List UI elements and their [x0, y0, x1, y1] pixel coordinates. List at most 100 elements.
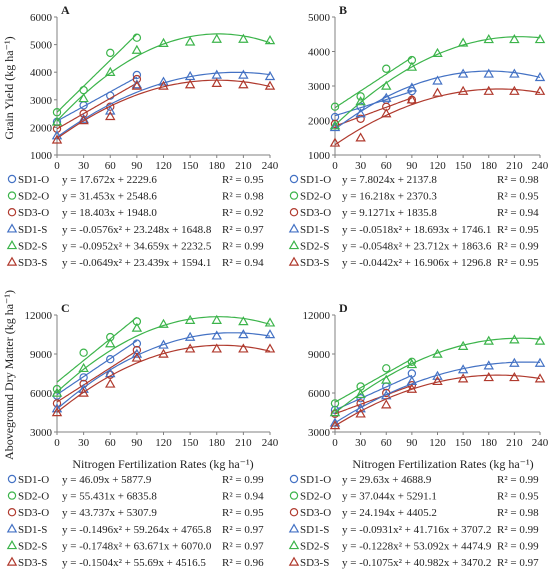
panel-b-x-tick-label: 180 — [481, 160, 498, 172]
panel-c-point-sd2-s — [131, 322, 143, 332]
panel-a-point-sd3-s — [78, 115, 89, 125]
panel-c-x-tick-label: 210 — [235, 437, 252, 449]
panel-d-fit-sd1-s — [334, 361, 541, 424]
panel-b-legend-r2-sd3-o: R² = 0.94 — [497, 207, 539, 219]
panel-a-fit-sd2-s — [56, 33, 271, 122]
panel-b-legend-r2-sd2-o: R² = 0.95 — [497, 191, 539, 203]
panel-b-legend-r2-sd3-s: R² = 0.95 — [497, 257, 539, 269]
panel-b-legend-eq-sd2-s: y = -0.0548x² + 23.712x + 1863.6 — [342, 240, 492, 252]
panel-b-x-tick-label: 210 — [506, 160, 523, 172]
panel-b-point-sd1-s — [457, 68, 469, 78]
panel-d-y-tick-label: 3000 — [308, 427, 331, 439]
panel-c-legend-r2-sd2-s: R² = 0.97 — [222, 540, 264, 552]
panel-a-point-sd3-s — [211, 77, 222, 87]
panel-c-point-sd1-s — [211, 330, 222, 340]
panel-a-x-tick-label: 210 — [235, 160, 252, 172]
panel-b-legend-r2-sd2-s: R² = 0.99 — [497, 240, 539, 252]
panel-d-legend-marker-sd2-s — [288, 539, 300, 550]
panel-a-fit-sd1-o — [56, 76, 138, 122]
panel-a-legend-eq-sd1-o: y = 17.672x + 2229.6 — [62, 174, 157, 186]
panel-d-legend-eq-sd1-s: y = -0.0931x² + 41.716x + 3707.2 — [342, 524, 491, 536]
panel-a-x-tick-label: 60 — [105, 160, 117, 172]
panel-d-point-sd2-o — [330, 399, 340, 408]
panel-a-point-sd2-s — [184, 36, 196, 46]
panel-b-point-sd3-s — [432, 87, 443, 97]
panel-d-x-tick-label: 90 — [406, 437, 418, 449]
panel-c-legend-r2-sd3-o: R² = 0.95 — [222, 507, 264, 519]
panel-c-point-sd2-s — [211, 314, 222, 324]
panel-d-legend-name-sd2-s: SD2-S — [300, 540, 329, 552]
panel-a-point-sd2-s — [211, 33, 222, 43]
panel-a-x-tick-label: 30 — [78, 160, 90, 172]
panel-d-legend-r2-sd3-o: R² = 0.98 — [497, 507, 539, 519]
panel-a-point-sd3-s — [184, 79, 196, 89]
panel-a-point-sd2-s — [264, 35, 276, 45]
panel-d-x-tick-label: 180 — [481, 437, 498, 449]
panel-b-point-sd2-s — [381, 80, 392, 90]
panel-a-x-tick-label: 180 — [209, 160, 226, 172]
panel-b-legend-marker-sd3-o — [289, 207, 299, 217]
panel-d-legend-eq-sd1-o: y = 29.63x + 4688.9 — [342, 474, 432, 486]
panel-b-y-tick-label: 4000 — [308, 47, 331, 59]
panel-a-point-sd1-o — [132, 70, 142, 80]
panel-d-legend-name-sd2-o: SD2-O — [300, 491, 331, 503]
panel-c-point-sd2-o — [106, 332, 115, 342]
panel-a-legend-name-sd3-o: SD3-O — [18, 207, 49, 219]
panel-c-fit-sd1-s — [56, 332, 271, 410]
panel-b-point-sd1-s — [534, 71, 546, 82]
panel-c-point-sd2-s — [158, 318, 169, 328]
panel-b-legend-name-sd2-o: SD2-O — [300, 191, 331, 203]
panel-b-point-sd2-o — [330, 102, 340, 111]
panel-d-point-sd1-o — [356, 394, 365, 403]
panel-d-point-sd1-s — [483, 360, 494, 370]
panel-c-legend-marker-sd3-o — [7, 508, 17, 517]
panel-c-point-sd3-s — [264, 343, 276, 353]
panel-b-legend-marker-sd2-s — [288, 239, 300, 250]
panel-b-legend-r2-sd1-s: R² = 0.95 — [497, 224, 539, 236]
panel-b-legend-name-sd1-o: SD1-O — [300, 174, 331, 186]
panel-a-legend-name-sd2-s: SD2-S — [18, 240, 47, 252]
panel-a-legend-eq-sd2-s: y = -0.0952x² + 34.659x + 2232.5 — [62, 240, 212, 252]
ylabel-top: Grain Yield (kg ha⁻¹) — [2, 36, 16, 139]
panel-d-fit-sd2-o — [334, 358, 413, 403]
panel-d-point-sd1-s — [509, 357, 520, 367]
panel-a-legend-marker-sd3-s — [6, 256, 18, 266]
panel-a-fit-sd3-o — [56, 82, 138, 130]
panel-b-fit-sd2-o — [334, 56, 413, 109]
panel-a-point-sd2-s — [238, 33, 249, 43]
panel-c-point-sd2-s — [238, 316, 249, 326]
panel-b-x-tick-label: 0 — [332, 160, 338, 172]
panel-c-x-tick-label: 60 — [105, 437, 117, 449]
panel-c-point-sd3-s — [51, 407, 63, 417]
panel-b-point-sd1-s — [329, 121, 341, 132]
panel-a-point-sd3-s — [105, 110, 116, 121]
panel-b-legend-eq-sd1-o: y = 7.8024x + 2137.8 — [342, 174, 437, 186]
panel-a-y-tick-label: 1000 — [30, 150, 53, 162]
panel-b-legend-marker-sd3-s — [288, 256, 300, 266]
panel-c-legend-eq-sd1-o: y = 46.09x + 5877.9 — [62, 474, 152, 486]
panel-c-point-sd1-o — [106, 355, 115, 364]
panel-a-x-tick-label: 120 — [155, 160, 172, 172]
panel-c-point-sd1-s — [238, 329, 249, 339]
panel-a-legend-eq-sd2-o: y = 31.453x + 2548.6 — [62, 191, 157, 203]
panel-c-y-tick-label: 3000 — [30, 427, 53, 439]
panel-b-point-sd2-s — [329, 120, 341, 130]
panel-a-y-tick-label: 2000 — [30, 122, 53, 134]
panel-d-x-tick-label: 30 — [355, 437, 367, 449]
panel-d-legend-eq-sd3-o: y = 24.194x + 4405.2 — [342, 507, 437, 519]
panel-b-y-tick-label: 5000 — [308, 12, 331, 24]
panel-c-legend-name-sd3-o: SD3-O — [18, 507, 49, 519]
panel-c-legend-eq-sd2-s: y = -0.1748x² + 63.671x + 6070.0 — [62, 540, 212, 552]
panel-d-point-sd2-s — [329, 407, 341, 417]
panel-c-legend-name-sd2-o: SD2-O — [18, 491, 49, 503]
panel-c-legend-marker-sd3-s — [6, 556, 18, 566]
panel-c-legend-eq-sd3-o: y = 43.737x + 5307.9 — [62, 507, 157, 519]
panel-c-point-sd3-s — [105, 378, 116, 388]
panel-c-point-sd3-s — [78, 387, 89, 397]
panel-d-y-tick-label: 12000 — [303, 310, 331, 322]
panel-b-y-tick-label: 3000 — [308, 81, 331, 93]
panel-a-legend-marker-sd1-s — [6, 223, 18, 233]
panel-a-point-sd2-s — [105, 66, 116, 76]
panel-b-point-sd1-s — [483, 68, 494, 78]
